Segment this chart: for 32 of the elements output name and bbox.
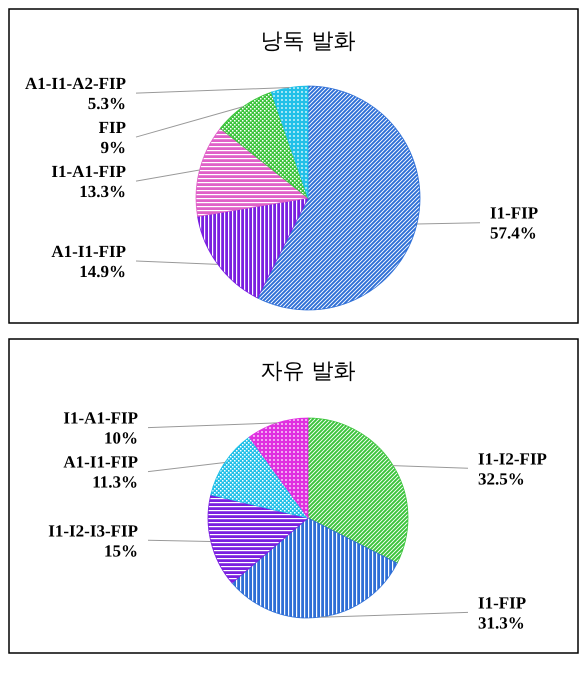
pie-slice bbox=[197, 198, 308, 298]
data-label: 57.4% bbox=[490, 224, 537, 243]
slice-label: A1-I1-A2-FIP bbox=[24, 74, 126, 94]
slice-label: I1-I2-FIP bbox=[478, 449, 547, 468]
pie-slice bbox=[196, 128, 308, 217]
slice-label: I1-I2-I3-FIP bbox=[48, 521, 138, 540]
pie-slice bbox=[270, 86, 308, 198]
pie-slice bbox=[208, 494, 308, 584]
pie-slice bbox=[232, 518, 398, 618]
data-label: 15% bbox=[104, 541, 138, 560]
slice-label: A1-I1-FIP bbox=[63, 452, 138, 472]
data-label: 31.3% bbox=[478, 613, 525, 632]
slice-label: I1-FIP bbox=[478, 593, 526, 612]
slice-label: FIP bbox=[98, 118, 126, 138]
pie-slice bbox=[248, 418, 308, 518]
slice-label: A1-I1-FIP bbox=[51, 242, 126, 261]
pie-slice bbox=[257, 86, 420, 310]
data-label: 11.3% bbox=[92, 472, 138, 492]
pie-slice bbox=[308, 418, 408, 564]
slice-label: I1-A1-FIP bbox=[51, 162, 126, 182]
pie-slice bbox=[210, 436, 308, 518]
data-label: 14.9% bbox=[79, 262, 126, 281]
data-label: 9% bbox=[100, 138, 126, 158]
data-label: 32.5% bbox=[478, 469, 525, 488]
chart-title: 자유 발화 bbox=[260, 359, 356, 384]
slice-label: I1-FIP bbox=[490, 204, 538, 223]
pie-slice bbox=[220, 92, 308, 198]
slice-label: I1-A1-FIP bbox=[63, 408, 138, 428]
chart-title: 낭독 발화 bbox=[260, 29, 356, 54]
data-label: 10% bbox=[104, 428, 138, 448]
data-label: 13.3% bbox=[79, 182, 126, 202]
data-label: 5.3% bbox=[88, 94, 126, 114]
